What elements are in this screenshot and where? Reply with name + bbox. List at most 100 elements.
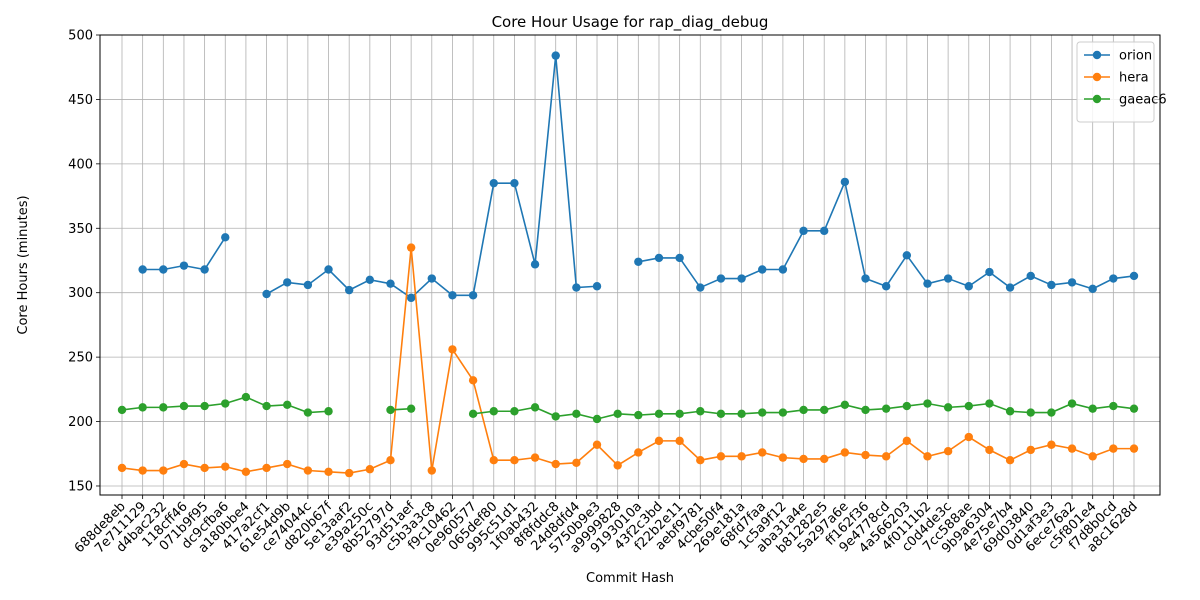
data-point-hera (881, 452, 891, 461)
y-tick-label: 500 (68, 29, 93, 44)
data-point-orion (985, 267, 994, 277)
data-point-gaeac6 (840, 400, 850, 410)
data-point-gaeac6 (861, 405, 870, 415)
data-point-hera (654, 436, 664, 446)
data-point-gaeac6 (758, 408, 767, 417)
data-point-orion (964, 282, 973, 291)
data-point-hera (138, 466, 147, 475)
data-point-hera (923, 452, 932, 461)
series-line-hera (121, 247, 1134, 474)
data-point-orion (489, 178, 498, 188)
y-axis-label: Core Hours (minutes) (16, 195, 31, 334)
data-point-hera (117, 463, 127, 473)
data-point-hera (799, 454, 808, 464)
data-point-orion (303, 280, 313, 290)
data-point-gaeac6 (943, 403, 953, 412)
data-point-gaeac6 (159, 403, 168, 412)
data-point-hera (1026, 445, 1035, 455)
data-point-gaeac6 (303, 408, 313, 417)
data-point-gaeac6 (1067, 399, 1077, 408)
data-point-gaeac6 (1109, 401, 1118, 411)
data-point-gaeac6 (468, 409, 478, 419)
data-point-hera (200, 463, 209, 473)
data-point-gaeac6 (1088, 404, 1097, 413)
legend: orion hera gaeac6 (1076, 41, 1167, 123)
data-point-hera (902, 436, 912, 446)
data-point-hera (1067, 444, 1077, 453)
data-point-orion (654, 253, 664, 263)
data-point-orion (159, 265, 168, 274)
data-point-orion (179, 261, 189, 270)
data-point-orion (634, 257, 643, 266)
data-point-orion (820, 226, 829, 236)
data-point-orion (448, 291, 457, 300)
data-point-orion (1129, 271, 1139, 281)
data-point-orion (758, 265, 767, 274)
data-point-gaeac6 (241, 392, 251, 402)
data-point-hera (303, 466, 313, 475)
data-point-orion (778, 265, 788, 274)
data-point-hera (448, 345, 457, 354)
legend-marker-hera (1092, 72, 1102, 82)
data-point-gaeac6 (1005, 407, 1015, 416)
data-point-hera (840, 448, 850, 457)
data-point-hera (675, 436, 684, 446)
data-point-orion (1067, 278, 1077, 287)
data-point-hera (262, 463, 271, 473)
data-point-gaeac6 (737, 409, 746, 419)
data-point-gaeac6 (881, 404, 891, 413)
data-point-hera (530, 453, 540, 462)
legend-label-gaeac6: gaeac6 (1119, 93, 1167, 108)
y-tick-label: 150 (68, 479, 93, 494)
data-point-orion (200, 265, 209, 274)
data-point-gaeac6 (592, 414, 602, 424)
y-tick-label: 200 (68, 415, 93, 430)
data-point-hera (758, 448, 767, 457)
data-point-gaeac6 (820, 405, 829, 415)
data-point-gaeac6 (551, 412, 560, 421)
data-point-gaeac6 (634, 410, 643, 420)
chart-title: Core Hour Usage for rap_diag_debug (492, 13, 769, 32)
data-point-hera (861, 450, 870, 460)
data-point-orion (943, 274, 953, 283)
data-point-orion (1047, 280, 1056, 290)
data-point-hera (613, 461, 622, 470)
data-point-gaeac6 (1129, 404, 1139, 413)
data-point-gaeac6 (179, 401, 189, 411)
series-orion (138, 51, 1139, 303)
data-point-hera (820, 454, 829, 464)
data-point-gaeac6 (386, 405, 395, 415)
legend-marker-orion (1092, 50, 1102, 60)
data-point-gaeac6 (1026, 408, 1035, 417)
data-point-hera (1047, 440, 1056, 449)
data-point-orion (799, 226, 808, 236)
data-point-hera (985, 445, 994, 455)
data-point-hera (241, 467, 251, 477)
data-point-gaeac6 (902, 401, 912, 411)
data-point-orion (530, 260, 540, 269)
data-point-gaeac6 (262, 401, 271, 411)
data-point-hera (159, 466, 168, 475)
data-point-hera (406, 243, 416, 252)
data-point-gaeac6 (406, 404, 416, 413)
data-point-orion (427, 274, 436, 283)
data-point-orion (468, 291, 478, 300)
data-point-gaeac6 (200, 401, 209, 411)
data-point-gaeac6 (799, 405, 808, 415)
data-point-hera (179, 459, 189, 469)
data-point-orion (344, 285, 354, 295)
y-tick-label: 300 (68, 286, 93, 301)
data-point-orion (365, 275, 375, 285)
data-point-orion (675, 253, 684, 263)
data-point-orion (592, 282, 602, 291)
data-point-gaeac6 (696, 407, 705, 416)
data-point-hera (468, 376, 478, 385)
data-point-orion (572, 283, 581, 292)
data-point-orion (923, 279, 932, 288)
data-point-orion (551, 51, 560, 60)
data-point-orion (716, 274, 726, 283)
data-point-gaeac6 (654, 409, 664, 419)
plot-frame (99, 34, 1161, 496)
data-point-hera (778, 453, 788, 462)
data-point-orion (840, 177, 850, 187)
